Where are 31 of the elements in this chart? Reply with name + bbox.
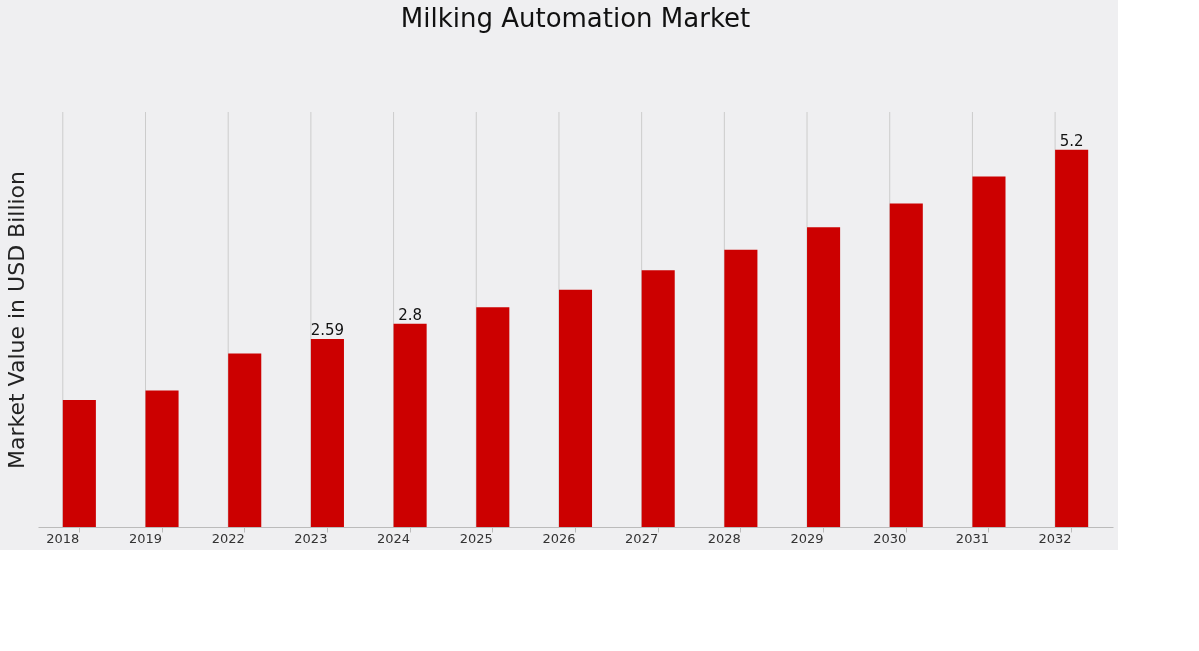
x-tick-label: 2024 <box>377 530 411 546</box>
bar <box>558 289 593 527</box>
x-tick-label: 2032 <box>1038 530 1072 546</box>
bar <box>724 249 758 527</box>
bar <box>1055 149 1089 527</box>
bar <box>393 323 427 527</box>
bar <box>62 400 96 527</box>
x-tick-label: 2028 <box>707 530 741 546</box>
bar <box>310 339 344 527</box>
x-tick-label: 2025 <box>459 530 493 546</box>
chart-title: Milking Automation Market <box>400 2 751 33</box>
bar <box>807 227 841 527</box>
x-tick-label: 2029 <box>790 530 824 546</box>
x-tick-label: 2027 <box>625 530 659 546</box>
bar <box>228 353 262 527</box>
bar <box>972 176 1006 527</box>
bar <box>476 307 510 527</box>
x-tick-label: 2018 <box>46 530 80 546</box>
data-label: 2.59 <box>310 321 345 340</box>
x-tick-label: 2026 <box>542 530 576 546</box>
x-tick-label: 2030 <box>873 530 907 546</box>
bar <box>889 203 923 527</box>
x-tick-label: 2031 <box>955 530 989 546</box>
bar <box>145 390 179 527</box>
x-tick-label: 2019 <box>128 530 163 546</box>
bar <box>641 270 675 527</box>
x-tick-label: 2022 <box>211 530 245 546</box>
y-axis-title: Market Value in USD Billion <box>3 170 29 470</box>
data-label: 2.8 <box>398 305 423 324</box>
x-tick-label: 2023 <box>294 530 328 546</box>
data-label: 5.2 <box>1059 131 1084 150</box>
